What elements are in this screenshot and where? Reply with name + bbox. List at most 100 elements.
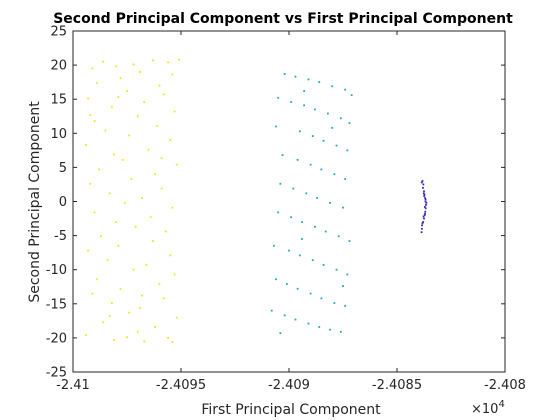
data-point xyxy=(277,211,280,214)
data-point xyxy=(85,334,87,337)
data-point xyxy=(320,168,323,171)
data-point xyxy=(173,110,176,113)
data-point xyxy=(87,249,90,252)
data-point xyxy=(281,154,284,157)
data-point xyxy=(121,159,124,161)
data-point xyxy=(425,204,427,206)
data-point xyxy=(154,173,156,176)
data-point xyxy=(283,73,286,75)
data-point xyxy=(421,180,424,182)
y-tick-label: 0 xyxy=(59,195,67,210)
data-point xyxy=(311,135,314,137)
data-point xyxy=(95,278,98,281)
data-point xyxy=(318,81,321,84)
data-point xyxy=(423,214,426,217)
data-point xyxy=(342,206,344,209)
data-point xyxy=(422,221,425,223)
x-tick-label: -2.4095 xyxy=(156,378,206,393)
data-point xyxy=(329,201,331,204)
x-tick-label: -2.408 xyxy=(484,378,526,393)
data-point xyxy=(171,341,174,343)
data-point xyxy=(301,221,303,223)
data-point xyxy=(113,339,115,341)
data-point xyxy=(424,200,427,203)
y-tick-label: 10 xyxy=(50,127,67,142)
data-point xyxy=(102,321,105,324)
data-point xyxy=(175,163,178,166)
data-point xyxy=(348,240,351,242)
data-point xyxy=(344,178,347,180)
data-point xyxy=(128,134,131,137)
data-point xyxy=(335,144,338,147)
data-point xyxy=(134,225,137,228)
y-tick-label: -15 xyxy=(46,297,67,312)
data-point xyxy=(307,78,310,81)
data-point xyxy=(305,192,308,195)
data-point xyxy=(154,326,156,328)
data-point xyxy=(424,212,426,215)
data-point xyxy=(420,227,423,230)
data-point xyxy=(139,71,141,73)
data-point xyxy=(149,216,152,219)
data-point xyxy=(152,59,154,62)
data-point xyxy=(123,201,126,204)
data-point xyxy=(158,283,161,285)
x-exponent-power: 4 xyxy=(498,399,504,410)
data-point xyxy=(95,81,98,84)
data-point xyxy=(339,117,342,120)
data-point xyxy=(277,96,280,99)
data-point xyxy=(424,197,426,199)
y-tick-label: 20 xyxy=(50,59,67,74)
data-point xyxy=(108,315,111,317)
y-tick-label: -25 xyxy=(46,366,67,381)
data-point xyxy=(139,306,141,309)
data-point xyxy=(296,287,299,290)
data-point xyxy=(279,182,282,185)
data-point xyxy=(169,254,172,257)
data-point xyxy=(100,235,102,238)
data-point xyxy=(113,153,115,156)
data-point xyxy=(314,108,316,111)
data-point xyxy=(173,273,176,276)
data-point xyxy=(348,122,351,124)
y-axis-label: Second Principal Component xyxy=(27,101,43,303)
data-point xyxy=(98,168,100,171)
data-point xyxy=(275,125,277,128)
data-point xyxy=(314,225,316,228)
data-point xyxy=(311,259,314,262)
data-point xyxy=(350,94,353,97)
data-point xyxy=(422,215,425,218)
data-point xyxy=(422,186,424,189)
x-axis: -2.41 -2.4095 -2.409 -2.4085 -2.408 xyxy=(56,31,526,393)
data-point xyxy=(119,287,122,290)
data-point xyxy=(283,314,286,317)
data-point xyxy=(290,101,293,103)
data-point xyxy=(322,264,325,266)
data-point xyxy=(270,309,273,312)
x-exponent-base: ×10 xyxy=(471,402,498,417)
data-point xyxy=(424,198,427,201)
data-point xyxy=(87,97,90,100)
data-point xyxy=(177,58,180,61)
data-point xyxy=(307,322,310,325)
data-point xyxy=(318,326,321,328)
data-point xyxy=(288,249,290,252)
data-point xyxy=(167,61,169,64)
x-tick-label: -2.4085 xyxy=(372,378,422,393)
data-point xyxy=(132,63,135,66)
data-point xyxy=(423,206,426,208)
data-point xyxy=(110,105,113,108)
data-point xyxy=(316,197,318,199)
data-point xyxy=(126,336,128,339)
data-point xyxy=(164,230,167,233)
y-tick-label: 5 xyxy=(59,161,67,176)
data-point xyxy=(424,207,427,210)
data-point xyxy=(156,124,159,127)
y-tick-label: 25 xyxy=(50,25,67,40)
data-point xyxy=(425,201,428,204)
data-point xyxy=(141,294,144,297)
data-point xyxy=(171,206,174,209)
data-point xyxy=(152,240,154,242)
data-point xyxy=(147,148,150,151)
data-point xyxy=(303,104,306,107)
